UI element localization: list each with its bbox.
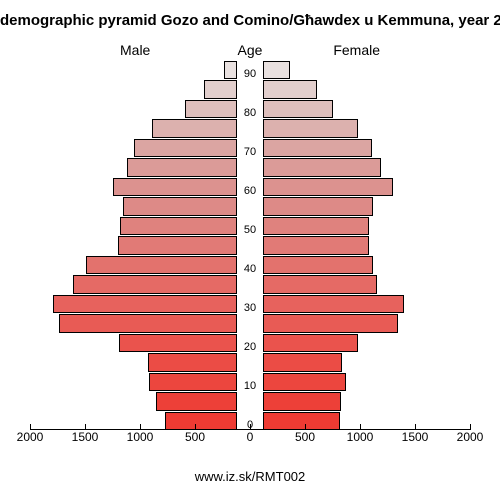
male-bar bbox=[118, 236, 237, 254]
male-bar bbox=[127, 158, 237, 176]
male-bar bbox=[59, 314, 237, 332]
age-tick: 60 bbox=[237, 186, 263, 197]
age-row bbox=[30, 236, 470, 254]
female-bar bbox=[263, 80, 317, 98]
age-tick: 10 bbox=[237, 381, 263, 392]
female-label: Female bbox=[333, 42, 380, 58]
x-tick-layer: 2000150010005000500100015002000 bbox=[30, 430, 470, 450]
age-row bbox=[30, 80, 470, 98]
male-bar bbox=[134, 139, 238, 157]
male-bar bbox=[224, 61, 237, 79]
male-bar bbox=[113, 178, 237, 196]
male-bar bbox=[165, 412, 237, 430]
male-bar bbox=[53, 295, 237, 313]
male-bar bbox=[86, 256, 237, 274]
male-bar bbox=[119, 334, 237, 352]
chart-title: demographic pyramid Gozo and Comino/Għaw… bbox=[0, 12, 500, 29]
age-row bbox=[30, 119, 470, 137]
female-bar bbox=[263, 217, 369, 235]
age-row bbox=[30, 353, 470, 371]
male-bar bbox=[185, 100, 237, 118]
age-row bbox=[30, 392, 470, 410]
female-bar bbox=[263, 392, 341, 410]
bars-layer: 0102030405060708090 bbox=[30, 60, 470, 430]
female-bar bbox=[263, 197, 373, 215]
female-bar bbox=[263, 139, 372, 157]
female-bar bbox=[263, 256, 373, 274]
female-bar bbox=[263, 373, 346, 391]
age-tick: 20 bbox=[237, 342, 263, 353]
female-bar bbox=[263, 178, 393, 196]
female-bar bbox=[263, 100, 333, 118]
female-bar bbox=[263, 158, 381, 176]
age-row bbox=[30, 275, 470, 293]
age-row bbox=[30, 314, 470, 332]
age-row bbox=[30, 158, 470, 176]
age-tick: 40 bbox=[237, 264, 263, 275]
age-tick: 70 bbox=[237, 147, 263, 158]
female-bar bbox=[263, 314, 398, 332]
female-bar bbox=[263, 353, 342, 371]
male-bar bbox=[149, 373, 237, 391]
female-bar bbox=[263, 236, 369, 254]
source-footer: www.iz.sk/RMT002 bbox=[0, 469, 500, 484]
age-tick: 90 bbox=[237, 69, 263, 80]
female-bar bbox=[263, 334, 358, 352]
age-tick: 50 bbox=[237, 225, 263, 236]
male-bar bbox=[148, 353, 237, 371]
female-bar bbox=[263, 275, 377, 293]
female-bar bbox=[263, 61, 290, 79]
female-bar bbox=[263, 119, 358, 137]
age-tick: 80 bbox=[237, 108, 263, 119]
male-label: Male bbox=[120, 42, 150, 58]
age-label: Age bbox=[238, 42, 263, 58]
female-bar bbox=[263, 412, 340, 430]
pyramid-chart: 0102030405060708090 bbox=[30, 60, 470, 430]
age-row bbox=[30, 197, 470, 215]
male-bar bbox=[123, 197, 237, 215]
male-bar bbox=[120, 217, 237, 235]
age-tick: 30 bbox=[237, 303, 263, 314]
male-bar bbox=[152, 119, 237, 137]
male-bar bbox=[204, 80, 237, 98]
female-bar bbox=[263, 295, 404, 313]
male-bar bbox=[73, 275, 237, 293]
male-bar bbox=[156, 392, 237, 410]
